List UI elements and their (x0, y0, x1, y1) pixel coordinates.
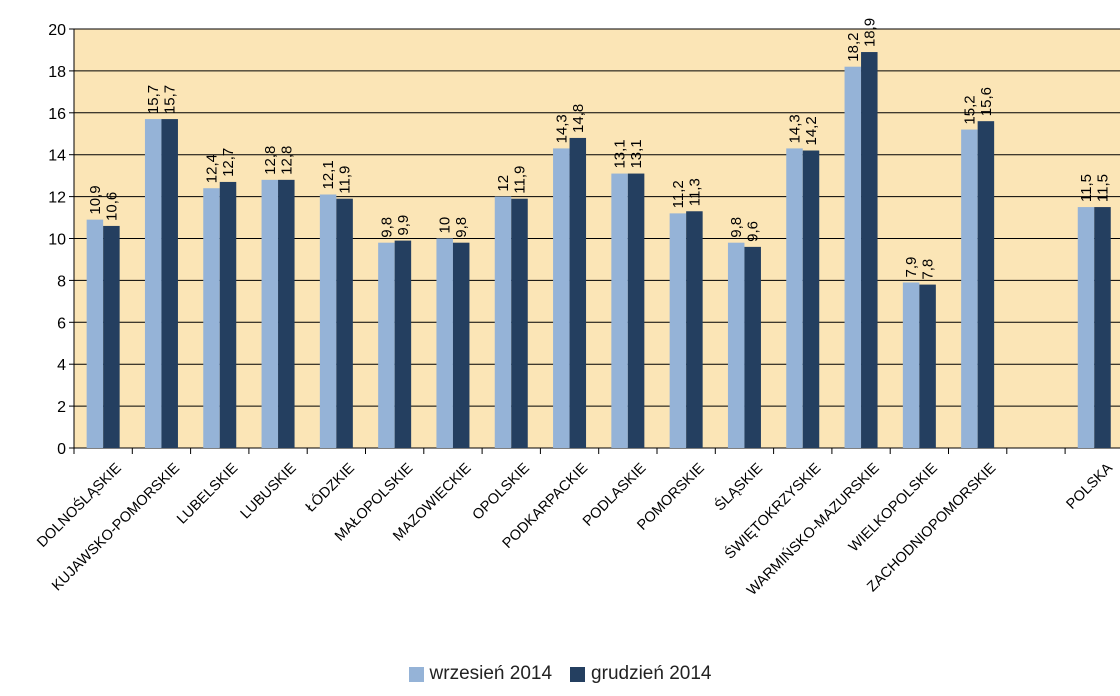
legend-label-wrzesien: wrzesień 2014 (429, 663, 553, 684)
data-label: 14,3 (787, 114, 804, 143)
y-tick-label: 2 (57, 399, 66, 416)
data-label: 15,6 (978, 87, 995, 116)
data-label: 11,9 (337, 166, 354, 194)
category-label: ŚLĄSKIE (711, 459, 767, 515)
data-label: 15,7 (162, 85, 179, 114)
bar-grudzien (511, 198, 528, 448)
legend-item-wrzesien: wrzesień 2014 (408, 663, 553, 685)
bar-grudzien (977, 121, 995, 449)
bar-grudzien (161, 119, 178, 449)
data-label: 7,9 (903, 257, 920, 278)
bar-wrzesien (786, 148, 803, 449)
data-label: 11,9 (512, 166, 529, 194)
y-tick-label: 10 (48, 232, 66, 249)
category-label: LUBUSKIE (238, 460, 300, 522)
y-tick-label: 18 (48, 64, 66, 81)
bar-wrzesien (669, 213, 687, 448)
bar-wrzesien (144, 119, 162, 449)
data-label: 12,8 (278, 146, 295, 175)
bar-grudzien (569, 137, 587, 448)
category-label: OPOLSKIE (470, 460, 533, 523)
legend-swatch-grudzien (570, 666, 586, 682)
category-label: POLSKA (1064, 460, 1117, 513)
data-label: 9,8 (378, 217, 395, 238)
bar-grudzien (802, 150, 820, 448)
y-tick-label: 6 (57, 315, 66, 332)
data-label: 11,5 (1095, 174, 1112, 202)
y-tick-label: 12 (48, 190, 66, 207)
bar-wrzesien (611, 173, 628, 448)
bar-wrzesien (902, 282, 920, 448)
bar-wrzesien (319, 194, 337, 448)
bar-wrzesien (844, 66, 862, 449)
bar-wrzesien (1077, 207, 1095, 448)
data-label: 12,1 (320, 160, 337, 189)
bar-grudzien (861, 52, 878, 449)
legend-item-grudzien: grudzień 2014 (570, 663, 711, 685)
data-label: 13,1 (612, 139, 629, 168)
category-label: KUJAWSKO-POMORSKIE (49, 460, 183, 594)
data-label: 18,9 (861, 18, 878, 47)
y-tick-label: 16 (48, 106, 66, 123)
bar-grudzien (744, 246, 761, 448)
data-label: 14,8 (570, 104, 587, 133)
data-label: 11,5 (1078, 174, 1095, 202)
y-tick-label: 14 (48, 148, 66, 165)
category-label: LUBELSKIE (174, 460, 241, 527)
bar-wrzesien (727, 242, 745, 448)
bar-grudzien (686, 211, 703, 448)
data-label: 10,6 (103, 192, 120, 221)
bar-wrzesien (436, 238, 453, 448)
bar-wrzesien (86, 219, 104, 448)
bar-wrzesien (961, 129, 978, 448)
bar-wrzesien (261, 179, 279, 448)
data-label: 14,3 (553, 114, 570, 143)
bar-wrzesien (203, 188, 220, 448)
data-label: 7,8 (920, 259, 937, 280)
data-label: 13,1 (628, 139, 645, 168)
bar-wrzesien (494, 196, 512, 448)
y-tick-label: 0 (57, 441, 66, 458)
data-label: 10 (437, 217, 454, 234)
data-label: 12,8 (262, 146, 279, 175)
data-label: 15,7 (145, 85, 162, 114)
legend: wrzesień 2014 grudzień 2014 (0, 663, 1120, 685)
data-label: 11,3 (686, 178, 703, 206)
y-tick-label: 4 (57, 357, 66, 374)
data-label: 14,2 (803, 116, 820, 145)
data-label: 12,7 (220, 148, 237, 177)
data-label: 12 (495, 175, 512, 192)
category-label: ŚWIĘTOKRZYSKIE (721, 459, 825, 563)
bar-grudzien (336, 198, 353, 448)
bar-grudzien (394, 240, 412, 448)
data-label: 10,9 (87, 185, 104, 214)
data-label: 15,2 (961, 95, 978, 124)
data-label: 9,6 (745, 221, 762, 242)
data-label: 9,9 (395, 215, 412, 236)
bar-grudzien (627, 173, 645, 448)
bar-grudzien (278, 179, 295, 448)
data-label: 12,4 (204, 154, 221, 183)
legend-label-grudzien: grudzień 2014 (591, 663, 712, 684)
data-label: 9,8 (728, 217, 745, 238)
bar-grudzien (452, 242, 470, 448)
bar-wrzesien (378, 242, 395, 448)
data-label: 18,2 (845, 33, 862, 62)
y-tick-label: 20 (48, 22, 66, 39)
data-label: 11,2 (670, 180, 687, 208)
data-label: 9,8 (453, 217, 470, 238)
bar-grudzien (103, 225, 120, 448)
category-label: ŁÓDZKIE (302, 459, 358, 515)
bar-wrzesien (553, 148, 570, 449)
bar-grudzien (919, 284, 936, 448)
legend-swatch-wrzesien (408, 666, 424, 682)
bar-grudzien (1094, 207, 1111, 448)
bar-grudzien (219, 181, 237, 448)
y-tick-label: 8 (57, 273, 66, 290)
